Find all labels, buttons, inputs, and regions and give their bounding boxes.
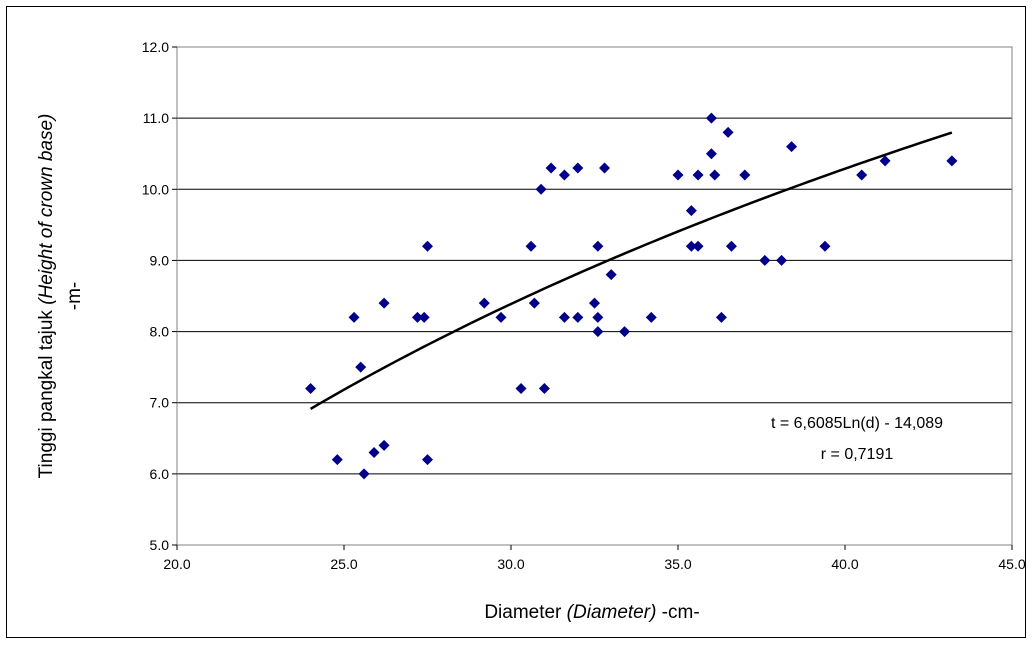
data-point [558, 311, 570, 323]
y-axis-title-main: Tinggi pangkal tajuk [36, 305, 57, 479]
data-point [378, 297, 390, 309]
data-point [619, 326, 631, 338]
x-tick-label: 35.0 [664, 556, 691, 572]
data-point [572, 311, 584, 323]
y-tick-label: 5.0 [150, 537, 170, 553]
y-tick-label: 8.0 [150, 324, 170, 340]
correlation-annotation: r = 0,7191 [821, 446, 894, 463]
data-point [879, 155, 891, 167]
data-point [478, 297, 490, 309]
data-point [692, 240, 704, 252]
data-point [418, 311, 430, 323]
y-tick-label: 10.0 [142, 181, 169, 197]
data-point [545, 162, 557, 174]
data-point [422, 240, 433, 252]
data-point [599, 162, 611, 174]
data-point [411, 311, 423, 323]
y-tick-label: 6.0 [150, 466, 170, 482]
x-axis-ticks: 20.0 25.0 30.0 35.0 40.0 45.0 [163, 545, 1026, 572]
y-tick-label: 9.0 [150, 252, 170, 268]
data-point [592, 311, 604, 323]
data-point [355, 361, 367, 373]
x-tick-label: 20.0 [163, 556, 190, 572]
data-point [645, 311, 657, 323]
data-point [528, 297, 540, 309]
x-axis-title: Diameter (Diameter) -cm- [484, 602, 699, 623]
data-point [856, 169, 868, 181]
data-point [672, 169, 684, 181]
data-point [515, 382, 527, 394]
x-axis-title-unit: -cm- [656, 602, 699, 623]
data-point [378, 439, 390, 451]
data-point [705, 112, 717, 124]
y-axis-title-italic: (Height of crown base) [36, 114, 57, 305]
y-tick-label: 7.0 [150, 395, 170, 411]
data-point [358, 468, 370, 480]
data-point [776, 254, 788, 266]
data-point [692, 169, 704, 181]
data-point [759, 254, 771, 266]
data-point [685, 205, 697, 217]
x-tick-label: 25.0 [330, 556, 357, 572]
y-axis-unit: -m- [64, 282, 85, 310]
data-point [709, 169, 721, 181]
data-point [819, 240, 831, 252]
data-point [592, 240, 604, 252]
x-axis-title-italic: (Diameter) [567, 602, 657, 623]
x-tick-label: 40.0 [831, 556, 858, 572]
equation-annotation: t = 6,6085Ln(d) - 14,089 [771, 415, 943, 432]
data-point [685, 240, 697, 252]
data-point [786, 141, 798, 153]
plot-area [176, 46, 1013, 546]
gridlines [177, 117, 1012, 475]
data-point [348, 311, 360, 323]
data-point [722, 126, 734, 138]
data-point [705, 148, 717, 160]
data-point [525, 240, 537, 252]
data-point [739, 169, 751, 181]
data-point [422, 454, 433, 466]
data-point [572, 162, 584, 174]
x-tick-label: 30.0 [497, 556, 524, 572]
data-point [305, 382, 317, 394]
y-axis-title: Tinggi pangkal tajuk (Height of crown ba… [36, 114, 57, 479]
y-tick-label: 12.0 [142, 39, 169, 55]
data-point [368, 447, 380, 459]
data-point [535, 183, 547, 195]
x-tick-label: 45.0 [998, 556, 1025, 572]
trend-line [309, 131, 953, 410]
data-point [715, 311, 727, 323]
data-point [605, 269, 617, 281]
data-point [558, 169, 570, 181]
data-points [305, 112, 958, 480]
data-point [495, 311, 507, 323]
data-point [592, 326, 604, 338]
data-point [946, 155, 958, 167]
data-point [331, 454, 343, 466]
x-axis-title-main: Diameter [484, 602, 566, 623]
y-axis-ticks: 5.0 6.0 7.0 8.0 9.0 10.0 11.0 12.0 [142, 39, 177, 553]
data-point [538, 382, 550, 394]
data-point [589, 297, 600, 309]
chart-frame [6, 6, 1026, 638]
y-tick-label: 11.0 [143, 110, 169, 126]
data-point [725, 240, 737, 252]
